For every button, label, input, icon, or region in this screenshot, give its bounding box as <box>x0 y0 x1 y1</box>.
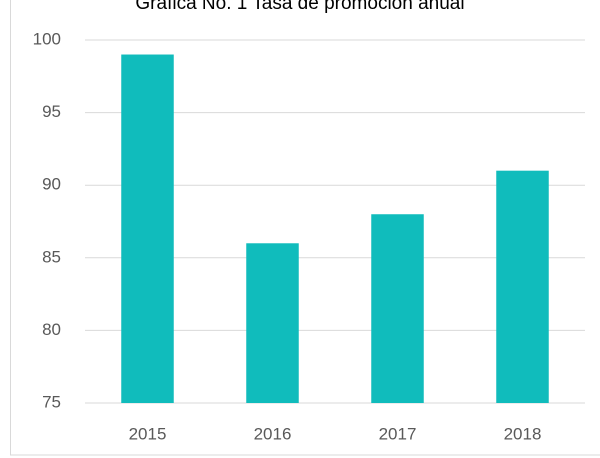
bar <box>246 243 299 403</box>
bar <box>121 54 174 404</box>
x-tick-label: 2018 <box>504 424 542 443</box>
x-tick-label: 2015 <box>129 424 167 443</box>
chart-border <box>10 0 600 456</box>
y-tick-label: 95 <box>42 102 61 121</box>
y-tick-label: 85 <box>42 247 61 266</box>
y-tick-label: 75 <box>42 392 61 411</box>
y-tick-label: 90 <box>42 175 61 194</box>
x-tick-label: 2016 <box>254 424 292 443</box>
chart-title: Gráfica No. 1 Tasa de promoción anual <box>135 0 464 14</box>
bar <box>371 214 424 403</box>
y-tick-label: 80 <box>42 320 61 339</box>
y-tick-label: 100 <box>33 29 61 48</box>
x-tick-label: 2017 <box>379 424 417 443</box>
bar <box>496 170 549 403</box>
